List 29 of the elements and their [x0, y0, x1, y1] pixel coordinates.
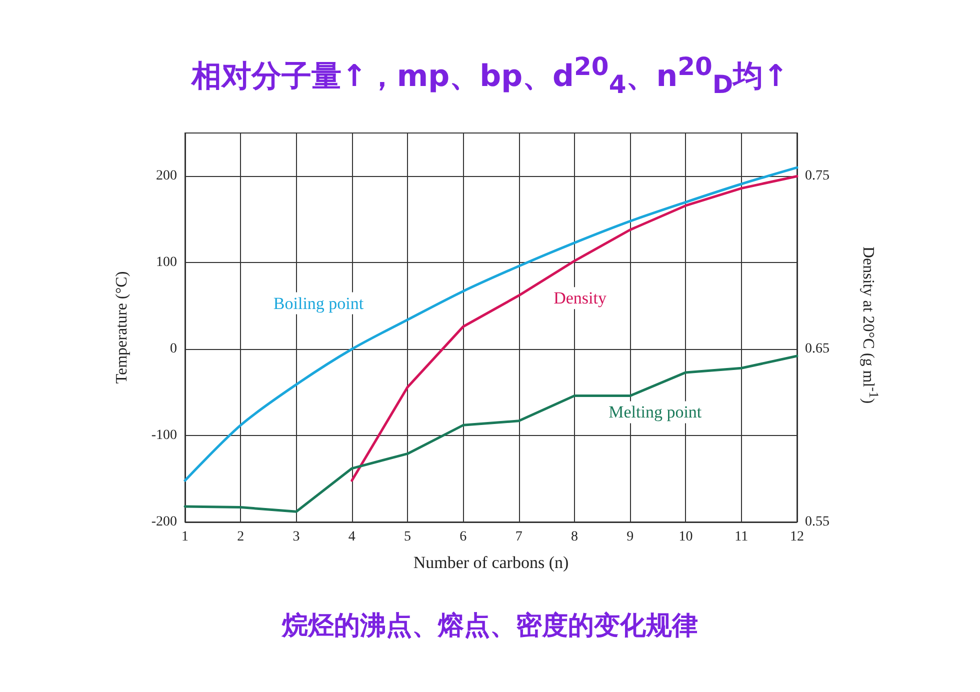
y2-tick-label: 0.55: [805, 514, 830, 530]
x-tick-label: 7: [515, 530, 522, 544]
y2-tick-label: 0.65: [805, 342, 830, 357]
y-tick-label: -200: [151, 514, 177, 530]
x-tick-label: 9: [626, 530, 634, 544]
x-tick-label: 8: [570, 530, 578, 544]
annotation: Melting point: [608, 402, 702, 422]
y2-tick-label: 0.75: [805, 168, 830, 184]
annotation: Density: [554, 288, 607, 308]
x-tick-label: 6: [460, 530, 467, 544]
chart-title: 相对分子量↑，mp、bp、d$^{20}$$_{4}$、n$^{20}$$_{D}$均↑: [190, 52, 790, 99]
x-tick-label: 2: [237, 530, 244, 544]
annotation: Boiling point: [273, 294, 364, 313]
y-tick-label: 100: [156, 255, 177, 270]
y-tick-label: 0: [170, 342, 177, 357]
y-axis-title: Temperature (°C): [114, 271, 130, 384]
text: 烷烃的沸点、熔点、密度的变化规律: [280, 610, 699, 643]
x-tick-label: 1: [182, 530, 188, 544]
line-series: [184, 166, 798, 482]
line-series: [184, 354, 798, 513]
x-tick-label: 5: [404, 530, 412, 544]
x-axis-title: Number of carbons (n): [413, 553, 569, 572]
x-tick-label: 10: [678, 530, 693, 544]
y-tick-label: -100: [151, 428, 177, 444]
x-tick-label: 12: [790, 530, 804, 544]
x-tick-label: 4: [348, 530, 356, 544]
x-tick-label: 3: [292, 530, 300, 544]
y-tick-label: 200: [156, 168, 177, 184]
x-tick-label: 11: [734, 530, 748, 544]
